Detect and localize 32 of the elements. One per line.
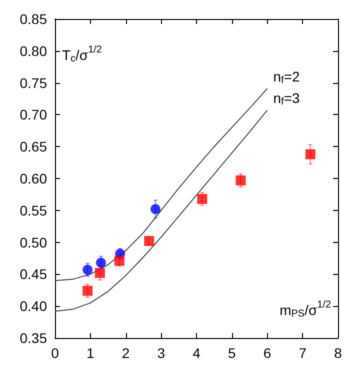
y-tick-label: 0.75 <box>20 74 48 91</box>
y-tick-label: 0.70 <box>20 106 48 123</box>
line-series <box>54 88 268 282</box>
point <box>144 236 154 246</box>
y-tick-label: 0.85 <box>20 11 48 27</box>
y-tick-label: 0.50 <box>20 234 48 250</box>
x-tick-label: 1 <box>86 345 94 361</box>
point <box>96 258 106 268</box>
x-tick-label: 3 <box>157 345 166 361</box>
point <box>197 194 208 204</box>
point <box>82 264 93 275</box>
point <box>82 286 93 296</box>
x-tick-label: 4 <box>192 345 201 361</box>
point <box>305 149 316 160</box>
point <box>114 256 124 266</box>
y-tick-label: 0.45 <box>20 266 48 282</box>
y-tick-label: 0.80 <box>20 42 48 59</box>
x-tick-label: 8 <box>334 345 342 361</box>
point <box>94 268 105 278</box>
x-tick-label: 5 <box>228 345 236 361</box>
x-tick-label: 0 <box>51 345 60 361</box>
x-tick-label: 2 <box>122 345 130 361</box>
y-tick-label: 0.40 <box>20 298 48 314</box>
x-tick-label: 6 <box>263 345 272 361</box>
line-series <box>54 110 268 312</box>
x-tick-label: 7 <box>298 345 307 361</box>
y-tick-label: 0.55 <box>20 202 48 218</box>
y-tick-label: 0.60 <box>20 170 48 186</box>
y-tick-label: 0.35 <box>20 330 48 346</box>
point <box>150 204 160 214</box>
y-tick-label: 0.65 <box>20 138 48 155</box>
point <box>236 175 246 186</box>
